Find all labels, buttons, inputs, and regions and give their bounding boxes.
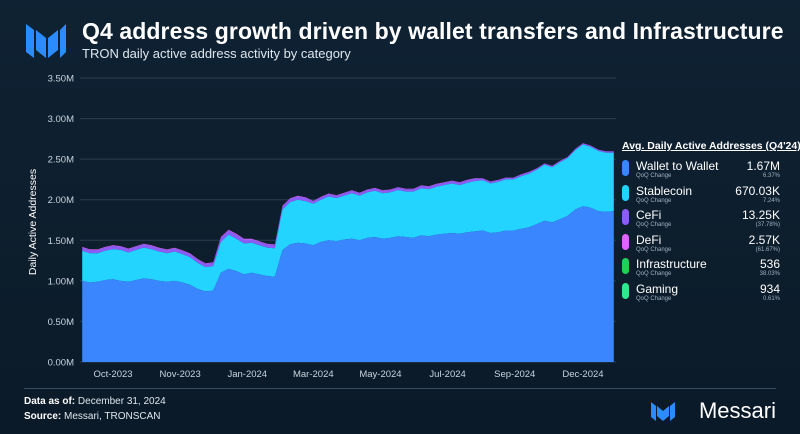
legend-item-sublabel: QoQ Change xyxy=(636,295,672,302)
y-tick-label: 1.50M xyxy=(48,236,74,247)
legend-item-name: Gaming xyxy=(636,281,679,296)
series-wallet-to-wallet-area xyxy=(82,206,614,362)
legend-item-name: Wallet to Wallet xyxy=(636,159,719,173)
legend-item-name: Infrastructure xyxy=(636,257,707,271)
legend-item-cefi: CeFi QoQ Change 13.25K (37.78%) xyxy=(622,207,792,232)
y-tick-label: 1.00M xyxy=(48,276,74,287)
x-tick-label: Jan-2024 xyxy=(227,369,267,380)
legend-item-value: 13.25K xyxy=(741,208,780,222)
legend-item-infrastructure: Infrastructure QoQ Change 536 38.03% xyxy=(622,256,792,281)
legend: Avg. Daily Active Addresses (Q4'24) Wall… xyxy=(622,140,800,306)
messari-logo-icon xyxy=(26,24,66,58)
legend-item-name: DeFi xyxy=(636,232,662,247)
legend-swatch xyxy=(622,209,629,225)
legend-item-sublabel: QoQ Change xyxy=(636,173,672,179)
brand-logo: Messari xyxy=(626,398,776,424)
y-tick-label: 0.00M xyxy=(48,358,74,369)
legend-swatch xyxy=(622,282,629,299)
legend-item-change: (37.78%) xyxy=(755,222,780,228)
legend-item-value: 934 xyxy=(759,281,780,296)
legend-item-value: 2.57K xyxy=(748,232,780,247)
legend-item-value: 536 xyxy=(759,257,780,271)
legend-item-sublabel: QoQ Change xyxy=(636,271,672,277)
source-label: Source: xyxy=(24,411,62,422)
legend-item-value: 1.67M xyxy=(746,159,780,173)
legend-item-change: 7.24% xyxy=(762,197,780,204)
x-tick-label: Oct-2023 xyxy=(93,369,132,380)
series-stablecoin-area xyxy=(82,144,614,292)
data-as-of-label: Data as of: xyxy=(24,396,76,407)
x-axis-ticks: Oct-2023 Nov-2023 Jan-2024 Mar-2024 May-2024… xyxy=(93,369,603,380)
data-as-of-value: December 31, 2024 xyxy=(77,396,166,407)
x-tick-label: May-2024 xyxy=(359,369,401,380)
legend-item-wallet-to-wallet: Wallet to Wallet QoQ Change 1.67M 6.37% xyxy=(622,158,792,183)
legend-item-sublabel: QoQ Change xyxy=(636,222,672,228)
footer-divider xyxy=(24,388,776,389)
legend-item-change: 6.37% xyxy=(762,173,780,179)
area-series xyxy=(82,143,614,362)
legend-item-stablecoin: Stablecoin QoQ Change 670.03K 7.24% xyxy=(622,183,792,208)
y-tick-label: 3.50M xyxy=(48,74,74,85)
chart-title: Q4 address growth driven by wallet trans… xyxy=(82,18,784,44)
legend-item-gaming: Gaming QoQ Change 934 0.61% xyxy=(622,281,792,306)
y-axis-label: Daily Active Addresses xyxy=(27,169,39,275)
x-tick-label: Jul-2024 xyxy=(429,369,465,380)
y-axis-ticks: 0.00M 0.50M 1.00M 1.50M 2.00M 2.50M 3.00M 3.50M xyxy=(48,74,74,369)
legend-item-change: 0.61% xyxy=(762,295,780,302)
legend-item-defi: DeFi QoQ Change 2.57K (61.67%) xyxy=(622,232,792,257)
source-line: Source: Messari, TRONSCAN xyxy=(24,411,161,422)
y-tick-label: 3.00M xyxy=(48,114,74,125)
data-as-of-line: Data as of: December 31, 2024 xyxy=(24,396,166,407)
x-tick-label: Nov-2023 xyxy=(160,369,201,380)
legend-item-change: 38.03% xyxy=(759,271,780,277)
legend-swatch xyxy=(622,233,629,250)
legend-item-name: Stablecoin xyxy=(636,183,693,198)
legend-item-change: (61.67%) xyxy=(755,246,780,253)
source-value: Messari, TRONSCAN xyxy=(64,411,161,422)
chart-header: Q4 address growth driven by wallet trans… xyxy=(24,12,784,68)
legend-title: Avg. Daily Active Addresses (Q4'24) xyxy=(622,140,800,152)
legend-item-name: CeFi xyxy=(636,208,662,222)
y-tick-label: 2.50M xyxy=(48,155,74,166)
legend-swatch xyxy=(622,184,629,201)
y-tick-label: 0.50M xyxy=(48,317,74,328)
x-tick-label: Sep-2024 xyxy=(494,369,535,380)
brand-name: Messari xyxy=(698,398,776,423)
legend-swatch xyxy=(622,258,629,274)
x-tick-label: Mar-2024 xyxy=(293,369,334,380)
messari-brand-icon xyxy=(651,402,675,421)
y-tick-label: 2.00M xyxy=(48,195,74,206)
legend-item-sublabel: QoQ Change xyxy=(636,246,672,253)
legend-item-sublabel: QoQ Change xyxy=(636,197,672,204)
legend-swatch xyxy=(622,160,629,176)
x-tick-label: Dec-2024 xyxy=(562,369,603,380)
chart-subtitle: TRON daily active address activity by ca… xyxy=(82,46,351,61)
legend-item-value: 670.03K xyxy=(735,183,780,198)
